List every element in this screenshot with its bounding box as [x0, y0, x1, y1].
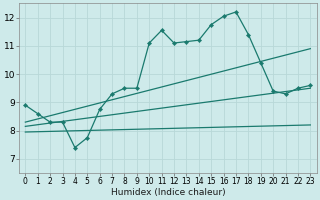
X-axis label: Humidex (Indice chaleur): Humidex (Indice chaleur) — [110, 188, 225, 197]
